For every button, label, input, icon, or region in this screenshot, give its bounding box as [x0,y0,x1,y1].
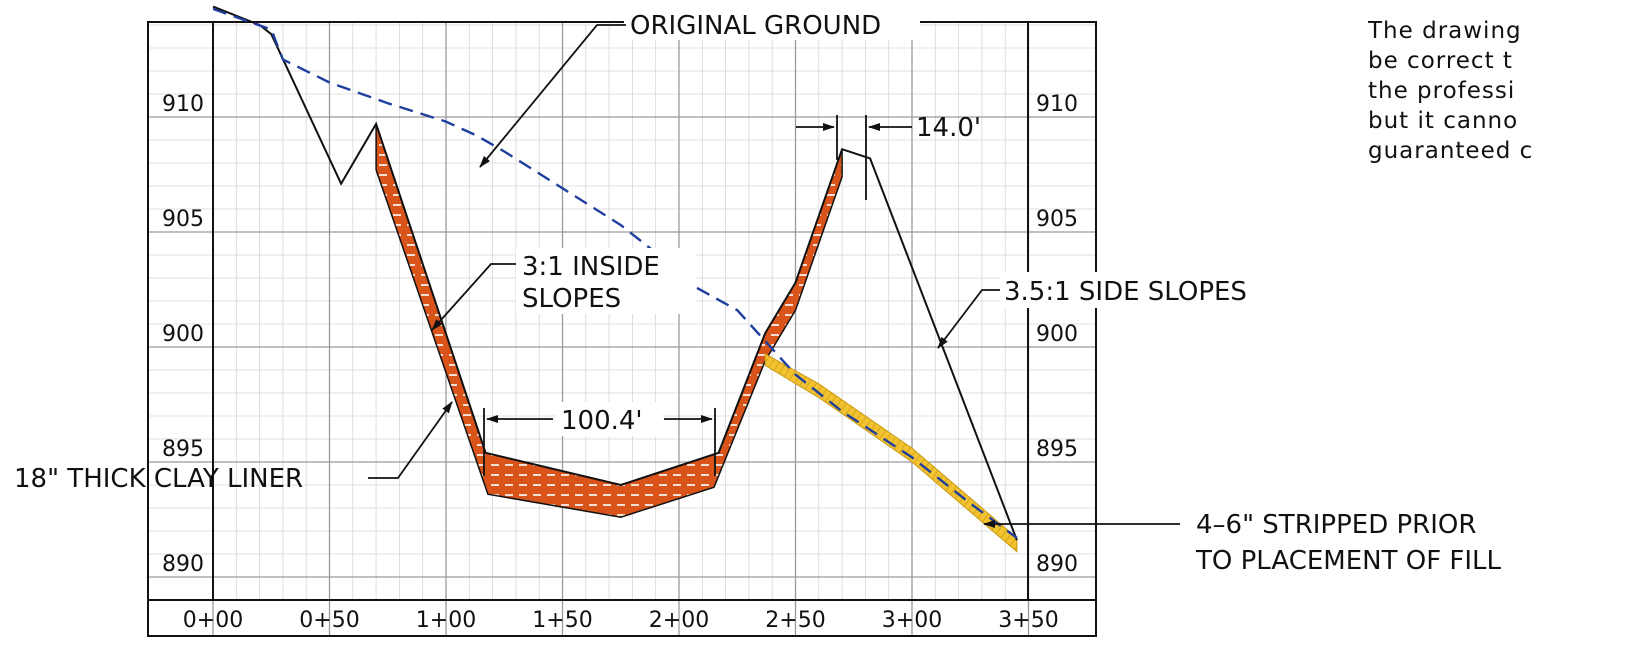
station-tick-label: 1+50 [532,608,592,633]
original-ground-label: ORIGINAL GROUND [630,11,881,41]
disclaimer-note-line: the professi [1368,78,1515,104]
elevation-tick-label-right: 895 [1036,437,1078,462]
plot-frame [147,21,1097,637]
elevation-tick-label-right: 900 [1036,322,1078,347]
original-ground-line [212,7,1018,539]
clay-liner-label: 18" THICK CLAY LINER [14,464,303,494]
original-ground-callout: ORIGINAL GROUND [479,6,920,168]
stripped-callout: 4–6" STRIPPED PRIOR TO PLACEMENT OF FILL [983,510,1502,576]
disclaimer-note-line: The drawing [1367,18,1522,44]
station-tick-label: 0+50 [299,608,359,633]
disclaimer-note: The drawing be correct t the professi but i… [1367,18,1533,164]
major-grid [148,22,1096,636]
elevation-tick-label-left: 905 [162,207,204,232]
elevation-tick-label-left: 910 [162,92,204,117]
station-tick-labels: 0+00 0+50 1+00 1+50 2+00 2+50 3+00 3+50 [183,608,1059,633]
elevation-tick-label-right: 905 [1036,207,1078,232]
station-tick-label: 2+00 [649,608,709,633]
elevation-tick-label-left: 895 [162,437,204,462]
station-tick-label: 3+00 [882,608,942,633]
stripped-zone-fill [764,353,1018,553]
elevation-tick-label-right: 910 [1036,92,1078,117]
disclaimer-note-line: but it canno [1368,108,1518,134]
stripped-label-line2: TO PLACEMENT OF FILL [1195,546,1502,576]
elevation-tick-label-right: 890 [1036,552,1078,577]
side-slopes-label: 3.5:1 SIDE SLOPES [1004,277,1247,307]
top-width-label: 14.0' [916,113,981,143]
elevation-tick-labels: 890 890 895 895 900 900 905 905 910 910 [162,92,1078,577]
side-slopes-callout: 3.5:1 SIDE SLOPES [937,272,1316,349]
station-tick-label: 0+00 [183,608,243,633]
inside-slopes-label-line2: SLOPES [522,284,621,314]
inside-slopes-label-line1: 3:1 INSIDE [522,252,660,282]
disclaimer-note-line: guaranteed c [1368,138,1533,164]
station-tick-label: 3+50 [998,608,1058,633]
top-width-dimension: 14.0' [796,113,981,200]
inside-slopes-callout: 3:1 INSIDE SLOPES [431,248,696,331]
proposed-grade-line [212,5,1018,541]
stripped-label-line1: 4–6" STRIPPED PRIOR [1196,510,1476,540]
bottom-width-dimension: 100.4' [483,402,716,476]
clay-liner-callout: 18" THICK CLAY LINER [14,401,453,494]
bottom-width-label: 100.4' [561,406,643,436]
disclaimer-note-line: be correct t [1368,48,1513,74]
elevation-tick-label-left: 900 [162,322,204,347]
elevation-tick-label-left: 890 [162,552,204,577]
station-tick-label: 1+00 [416,608,476,633]
station-tick-label: 2+50 [765,608,825,633]
